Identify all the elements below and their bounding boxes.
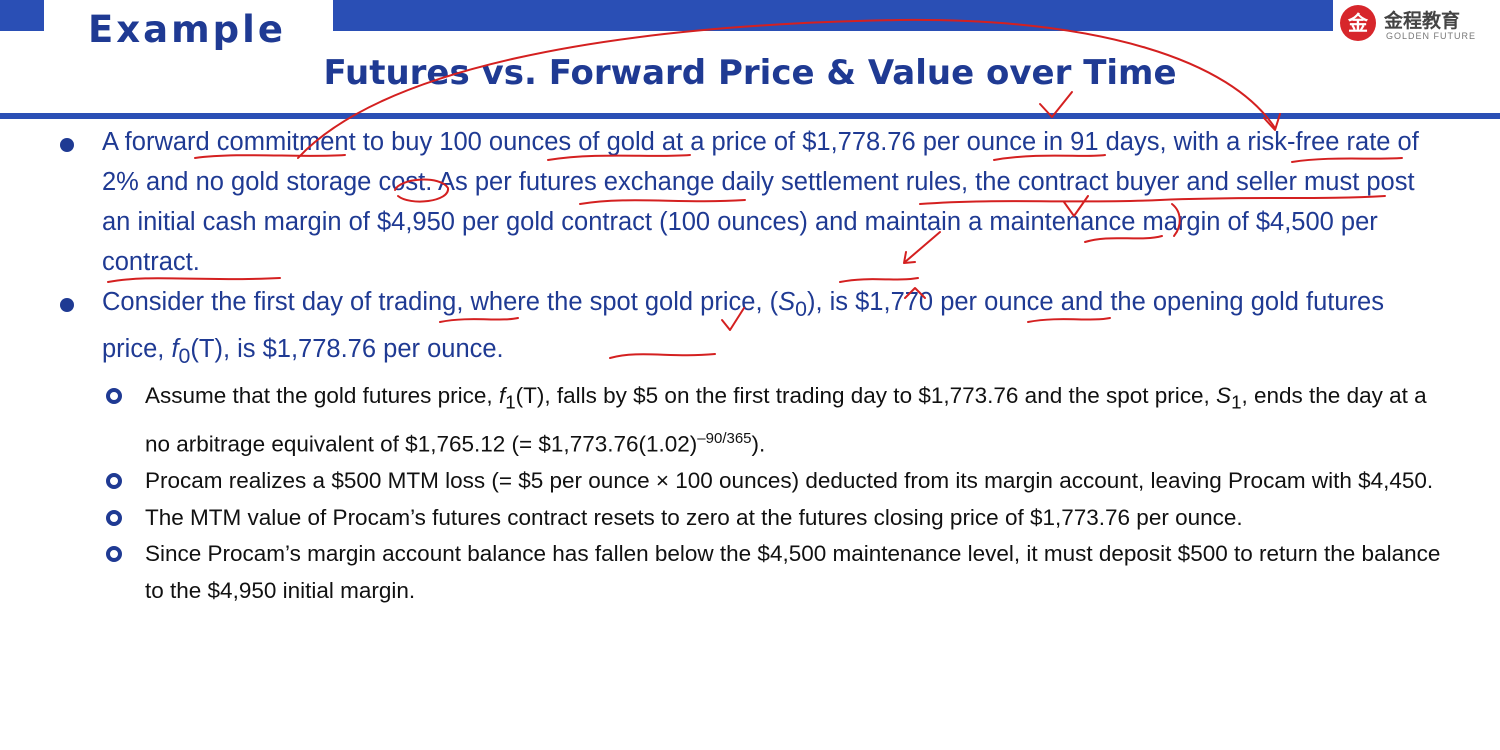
futures-price-subscript: 1 bbox=[505, 391, 516, 413]
spot-price-subscript: 1 bbox=[1231, 391, 1242, 413]
futures-price-argument: (T) bbox=[515, 383, 545, 409]
sub-bullet-mtm-loss: Procam realizes a $500 MTM loss (= $5 pe… bbox=[106, 463, 1445, 500]
futures-price-symbol: f bbox=[171, 335, 179, 364]
logo-english-name: GOLDEN FUTURE bbox=[1386, 31, 1477, 41]
header-accent-bar-right bbox=[333, 0, 1333, 31]
slide-title: Futures vs. Forward Price & Value over T… bbox=[323, 53, 1177, 93]
bullet-dot-icon bbox=[60, 298, 74, 312]
bullet-text-part: Consider the first day of trading, where… bbox=[102, 288, 779, 316]
spot-price-symbol: S bbox=[778, 288, 796, 316]
sub-bullet-text: Procam realizes a $500 MTM loss (= $5 pe… bbox=[145, 468, 1434, 494]
slide-body: A forward commitment to buy 100 ounces o… bbox=[0, 122, 1500, 609]
ring-bullet-icon bbox=[106, 546, 122, 563]
logo-seal-icon: 金 bbox=[1340, 5, 1376, 41]
sub-bullet-text-part: , falls by $5 on the first trading day t… bbox=[544, 383, 1217, 409]
bullet-text: A forward commitment to buy 100 ounces o… bbox=[102, 128, 1419, 276]
header-accent-bar-left bbox=[0, 0, 44, 31]
sub-bullet-text-part: , ends the day at a no arbitrage equival… bbox=[145, 383, 1427, 457]
futures-price-symbol: f bbox=[498, 383, 506, 409]
futures-price-subscript: 0 bbox=[178, 344, 191, 369]
sub-bullet-text-part: ). bbox=[751, 431, 766, 457]
sub-bullet-futures-falls: Assume that the gold futures price, f1(T… bbox=[106, 378, 1445, 463]
futures-price-argument: (T) bbox=[190, 335, 223, 364]
brand-logo: 金 金程教育 GOLDEN FUTURE bbox=[1340, 4, 1490, 44]
slide-kicker: Example bbox=[88, 8, 286, 51]
sub-bullet-text-part: Assume that the gold futures price, bbox=[145, 383, 499, 409]
sub-bullet-margin-call: Since Procam’s margin account balance ha… bbox=[106, 536, 1445, 609]
spot-price-symbol: S bbox=[1216, 383, 1232, 409]
ring-bullet-icon bbox=[106, 388, 122, 405]
bullet-first-day: Consider the first day of trading, where… bbox=[60, 282, 1432, 376]
sub-bullet-mtm-reset: The MTM value of Procam’s futures contra… bbox=[106, 500, 1445, 537]
bullet-text-part: , is $1,778.76 per ounce. bbox=[222, 335, 504, 364]
ring-bullet-icon bbox=[106, 473, 122, 490]
spot-price-subscript: 0 bbox=[795, 297, 807, 322]
sub-bullet-text: Since Procam’s margin account balance ha… bbox=[145, 541, 1441, 603]
discount-exponent: –90/365 bbox=[697, 430, 752, 448]
header-divider bbox=[0, 113, 1500, 119]
bullet-dot-icon bbox=[60, 138, 74, 152]
logo-chinese-name: 金程教育 bbox=[1384, 10, 1461, 32]
ring-bullet-icon bbox=[106, 509, 122, 526]
bullet-text-part: ), is $1,770 per ounce and the opening g… bbox=[102, 288, 1384, 364]
sub-bullet-text: The MTM value of Procam’s futures contra… bbox=[145, 504, 1243, 530]
bullet-forward-commitment: A forward commitment to buy 100 ounces o… bbox=[60, 122, 1432, 282]
